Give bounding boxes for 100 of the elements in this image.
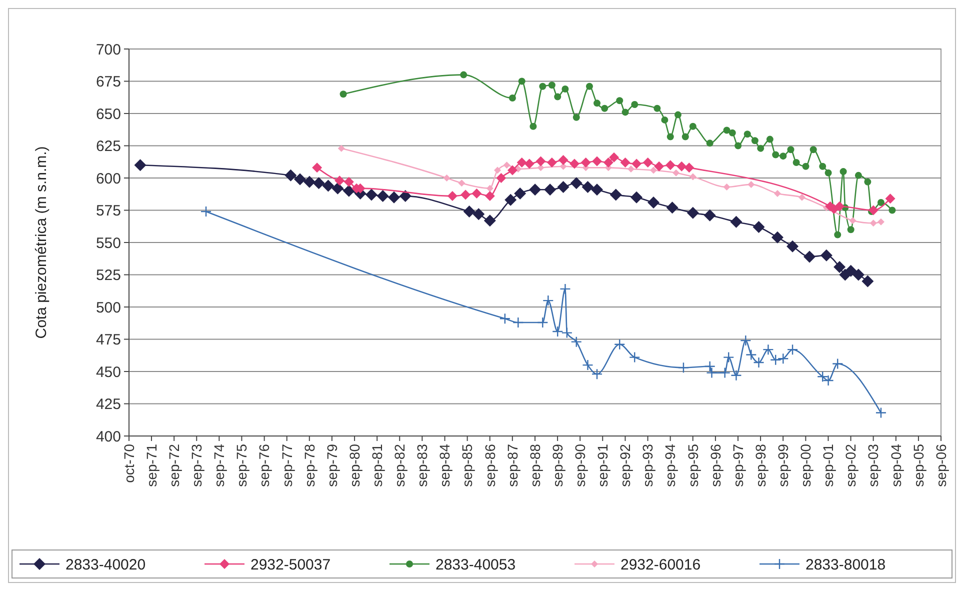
- point: [569, 158, 580, 169]
- y-tick-label: 450: [96, 364, 121, 381]
- x-tick-label: sep-86: [482, 444, 498, 487]
- point: [340, 90, 347, 98]
- point: [772, 151, 780, 158]
- point: [847, 226, 854, 234]
- point: [730, 370, 742, 381]
- point: [706, 367, 718, 378]
- point: [460, 71, 468, 78]
- y-tick-label: 625: [96, 138, 121, 155]
- x-tick-label: sep-87: [504, 444, 520, 487]
- point: [294, 173, 306, 186]
- y-axis-title: Cota piezométrica (m s.n.m.): [33, 146, 50, 339]
- point: [704, 209, 716, 222]
- point: [654, 161, 664, 172]
- point: [834, 261, 846, 274]
- point: [537, 164, 544, 172]
- point: [654, 104, 661, 112]
- point: [614, 338, 626, 350]
- point: [544, 184, 556, 196]
- point: [463, 206, 476, 218]
- point: [472, 188, 482, 198]
- x-tick-label: oct-70: [120, 444, 137, 483]
- x-tick-label: sep-97: [730, 444, 746, 487]
- y-tick-label: 575: [96, 202, 121, 220]
- point: [608, 152, 619, 162]
- x-tick-label: sep-92: [617, 444, 634, 487]
- point: [503, 162, 510, 169]
- point: [631, 100, 638, 108]
- point: [601, 104, 608, 112]
- point: [542, 294, 554, 306]
- point: [689, 173, 696, 180]
- point: [344, 176, 354, 187]
- point: [888, 206, 896, 214]
- point: [870, 220, 877, 227]
- point: [586, 82, 593, 90]
- point: [748, 180, 755, 188]
- point: [723, 352, 734, 363]
- x-tick-label: sep-05: [910, 444, 926, 487]
- point: [570, 336, 582, 348]
- point: [622, 108, 629, 116]
- point: [774, 190, 781, 197]
- point: [616, 97, 624, 104]
- point: [786, 344, 798, 356]
- point: [443, 174, 450, 182]
- point: [630, 191, 643, 204]
- point: [819, 162, 826, 170]
- point: [342, 184, 355, 197]
- point: [484, 191, 495, 202]
- x-tick-label: sep-73: [188, 444, 205, 487]
- legend-label: 2833-80018: [806, 556, 886, 574]
- x-tick-label: sep-78: [301, 444, 318, 487]
- x-tick-label: sep-89: [549, 444, 566, 487]
- point: [496, 173, 506, 183]
- point: [529, 184, 542, 196]
- point: [740, 334, 752, 346]
- point: [557, 181, 570, 194]
- point: [746, 349, 757, 360]
- point: [376, 190, 389, 202]
- point: [516, 158, 527, 168]
- point: [610, 188, 622, 201]
- point: [686, 206, 699, 219]
- point: [832, 358, 844, 370]
- point: [312, 162, 322, 173]
- point: [885, 194, 896, 204]
- point: [672, 169, 680, 176]
- point: [787, 146, 794, 154]
- point: [757, 144, 764, 152]
- y-tick-label: 600: [96, 170, 121, 188]
- x-tick-label: sep-94: [662, 444, 678, 487]
- point: [877, 218, 884, 226]
- x-tick-label: sep-83: [414, 444, 430, 487]
- point: [875, 407, 887, 418]
- point: [539, 82, 546, 90]
- legend-label: 2932-50037: [250, 556, 331, 574]
- point: [558, 154, 568, 165]
- point: [786, 240, 799, 252]
- x-tick-label: sep-99: [774, 444, 791, 487]
- point: [877, 199, 884, 206]
- x-tick-label: sep-98: [752, 444, 768, 487]
- point: [603, 158, 614, 168]
- point: [332, 182, 344, 194]
- point: [674, 111, 682, 118]
- point: [460, 190, 471, 200]
- point: [802, 162, 810, 170]
- point: [840, 168, 847, 176]
- point: [864, 178, 872, 186]
- point: [546, 158, 557, 168]
- point: [365, 188, 378, 201]
- x-tick-label: sep-79: [324, 444, 340, 487]
- point: [284, 169, 297, 182]
- point: [620, 158, 630, 168]
- point: [592, 156, 602, 166]
- point: [854, 172, 862, 179]
- point: [504, 194, 517, 206]
- point: [665, 160, 676, 170]
- x-tick-label: sep-88: [526, 444, 543, 487]
- point: [580, 158, 591, 168]
- point: [554, 93, 562, 100]
- point: [780, 152, 787, 160]
